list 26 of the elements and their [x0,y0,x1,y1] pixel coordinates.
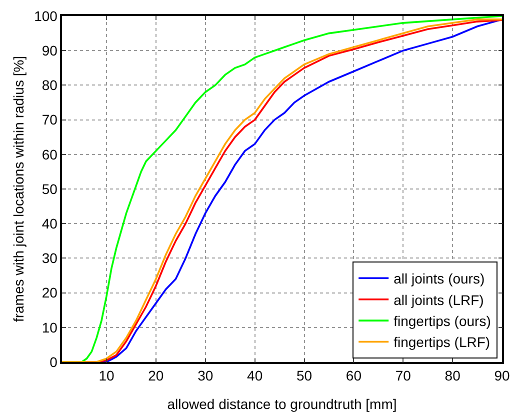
x-tick-label: 20 [148,368,164,384]
x-tick-label: 30 [198,368,214,384]
y-axis-title: frames with joint locations within radius [%] [10,56,26,322]
y-tick-label: 100 [34,8,58,24]
y-tick-label: 70 [42,112,58,128]
y-tick-label: 80 [42,77,58,94]
x-axis-title: allowed distance to groundtruth [mm] [167,396,397,412]
y-tick-label: 60 [42,146,58,162]
legend-label: all joints (ours) [394,270,485,287]
y-tick-label: 30 [42,250,58,266]
x-tick-label: 40 [247,368,263,384]
x-tick-label: 80 [444,368,461,384]
y-tick-label: 40 [42,216,58,232]
y-tick-label: 20 [42,284,58,301]
x-tick-label: 90 [494,368,510,384]
x-tick-label: 70 [395,368,412,384]
y-tick-label: 50 [42,180,58,197]
x-tick-label: 60 [346,368,362,384]
legend-label: fingertips (LRF) [394,334,490,350]
x-tick-label: 50 [296,368,312,384]
x-tick-label: 10 [98,368,114,384]
legend-label: fingertips (ours) [394,313,491,329]
y-tick-label: 90 [42,42,58,58]
legend-label: all joints (LRF) [394,292,484,308]
y-tick-label: 0 [50,354,58,370]
y-tick-label: 10 [42,319,58,336]
